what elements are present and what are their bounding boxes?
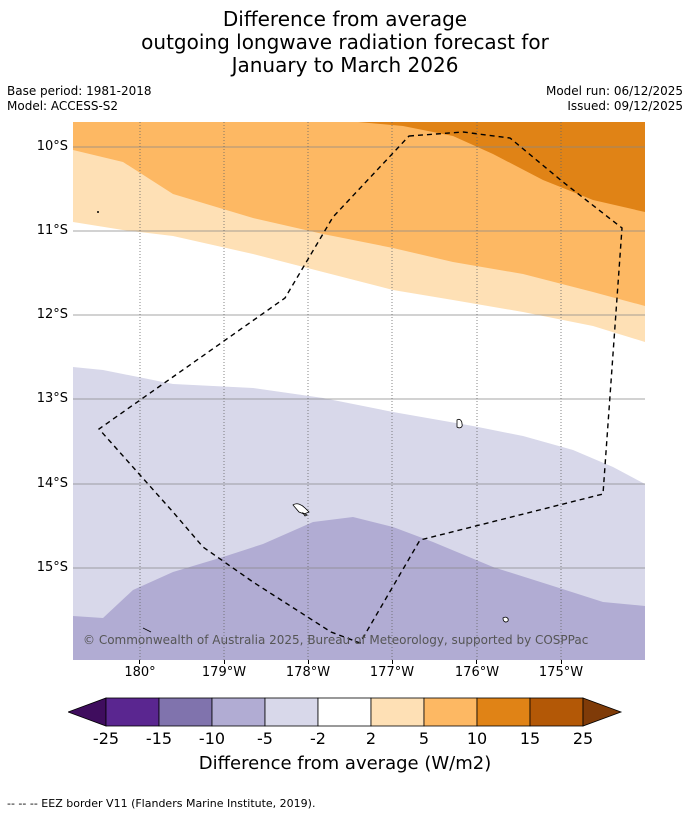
map-svg xyxy=(73,122,645,660)
copyright-text: © Commonwealth of Australia 2025, Bureau… xyxy=(83,633,589,647)
tick-180 xyxy=(139,660,140,664)
colorbar-tick-label: -15 xyxy=(145,729,173,748)
colorbar-tick-label: -10 xyxy=(198,729,226,748)
tick-176w xyxy=(476,660,477,664)
lon-label-179w: 179°W xyxy=(201,665,247,680)
colorbar-segment xyxy=(317,697,372,727)
colorbar-segment xyxy=(158,697,213,727)
colorbar-segment xyxy=(211,697,266,727)
island-small-3 xyxy=(142,627,152,633)
island-small-5 xyxy=(301,511,308,517)
meta-right: Model run: 06/12/2025 Issued: 09/12/2025 xyxy=(546,84,683,114)
title-line-2: outgoing longwave radiation forecast for xyxy=(141,30,549,54)
colorbar-tick-label: -2 xyxy=(310,729,326,748)
colorbar-title: Difference from average (W/m2) xyxy=(198,753,492,774)
colorbar-extend-low xyxy=(68,697,107,727)
island-small-2 xyxy=(502,616,509,623)
tick-175w xyxy=(561,660,562,664)
eez-border xyxy=(97,131,623,644)
island-uvea xyxy=(292,503,310,515)
colorbar-tick-label: 25 xyxy=(572,729,594,748)
colorbar-segment xyxy=(529,697,584,727)
issued-date: Issued: 09/12/2025 xyxy=(567,99,683,113)
colorbar-tick-label: 2 xyxy=(365,729,377,748)
tick-177w xyxy=(392,660,393,664)
lon-label-176w: 176°W xyxy=(454,665,500,680)
lat-gridlines xyxy=(73,146,645,569)
colorbar-segment xyxy=(264,697,319,727)
colorbar-segment xyxy=(423,697,478,727)
tick-178w xyxy=(308,660,309,664)
colorbar-segment xyxy=(370,697,425,727)
lon-label-175w: 175°W xyxy=(538,665,584,680)
colorbar-extend-high xyxy=(582,697,623,727)
colorbar-tick-label: 15 xyxy=(519,729,541,748)
chart-title: Difference from average outgoing longwav… xyxy=(0,8,690,77)
lon-label-180: 180° xyxy=(124,665,156,680)
colorbar-tick-label: -25 xyxy=(92,729,120,748)
model-name: Model: ACCESS-S2 xyxy=(7,99,119,113)
colorbar-tick-label: 5 xyxy=(418,729,430,748)
colorbar-segment xyxy=(476,697,531,727)
colorbar-tick-label: 10 xyxy=(466,729,488,748)
title-line-3: January to March 2026 xyxy=(231,53,459,77)
band-5-10 xyxy=(73,122,645,306)
lat-label-10s: 10°S xyxy=(36,139,68,154)
lat-label-13s: 13°S xyxy=(36,391,68,406)
eez-footnote: -- -- -- EEZ border V11 (Flanders Marine… xyxy=(7,797,316,810)
base-period: Base period: 1981-2018 xyxy=(7,84,152,98)
island-small-1 xyxy=(456,418,463,429)
model-run: Model run: 06/12/2025 xyxy=(545,84,683,98)
lat-label-15s: 15°S xyxy=(36,560,68,575)
meta-left: Base period: 1981-2018 Model: ACCESS-S2 xyxy=(7,84,152,114)
colorbar-segment xyxy=(105,697,160,727)
lat-label-14s: 14°S xyxy=(36,476,68,491)
lon-label-177w: 177°W xyxy=(369,665,415,680)
band-neg-10-5 xyxy=(73,517,645,660)
tick-179w xyxy=(224,660,225,664)
title-line-1: Difference from average xyxy=(222,7,468,31)
colorbar-tick-label: -5 xyxy=(257,729,273,748)
lat-label-11s: 11°S xyxy=(36,223,68,238)
map-panel xyxy=(73,122,645,660)
island-small-4 xyxy=(97,211,99,213)
lon-label-178w: 178°W xyxy=(285,665,331,680)
colorbar xyxy=(68,697,623,727)
lat-label-12s: 12°S xyxy=(36,307,68,322)
